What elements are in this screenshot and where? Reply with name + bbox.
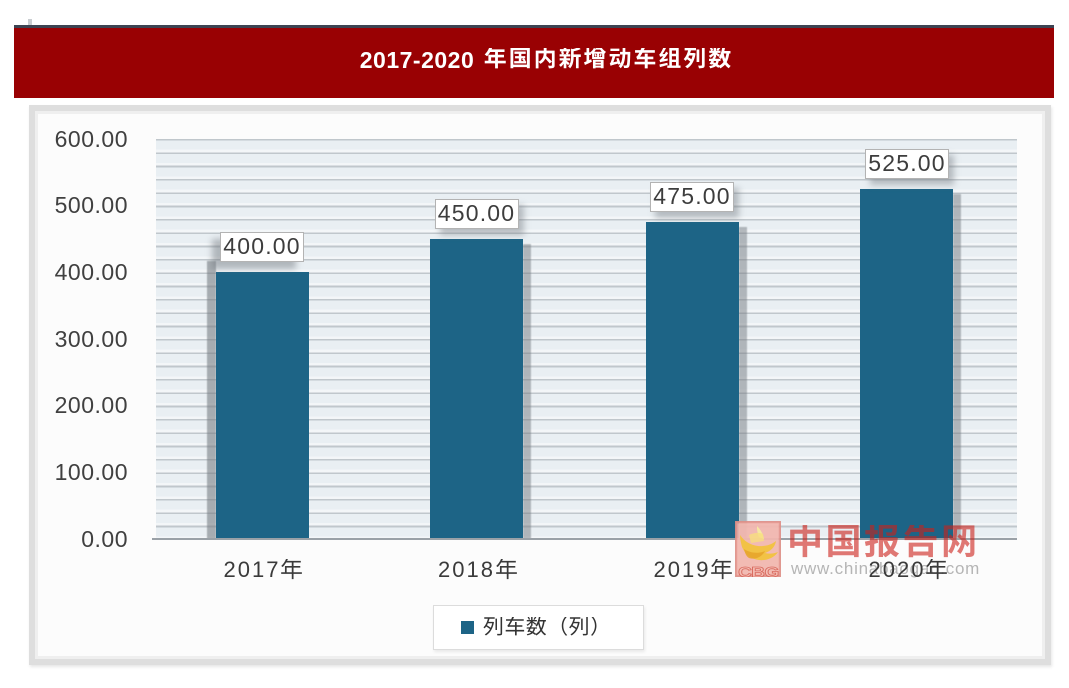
svg-text:CBG: CBG <box>738 564 779 577</box>
